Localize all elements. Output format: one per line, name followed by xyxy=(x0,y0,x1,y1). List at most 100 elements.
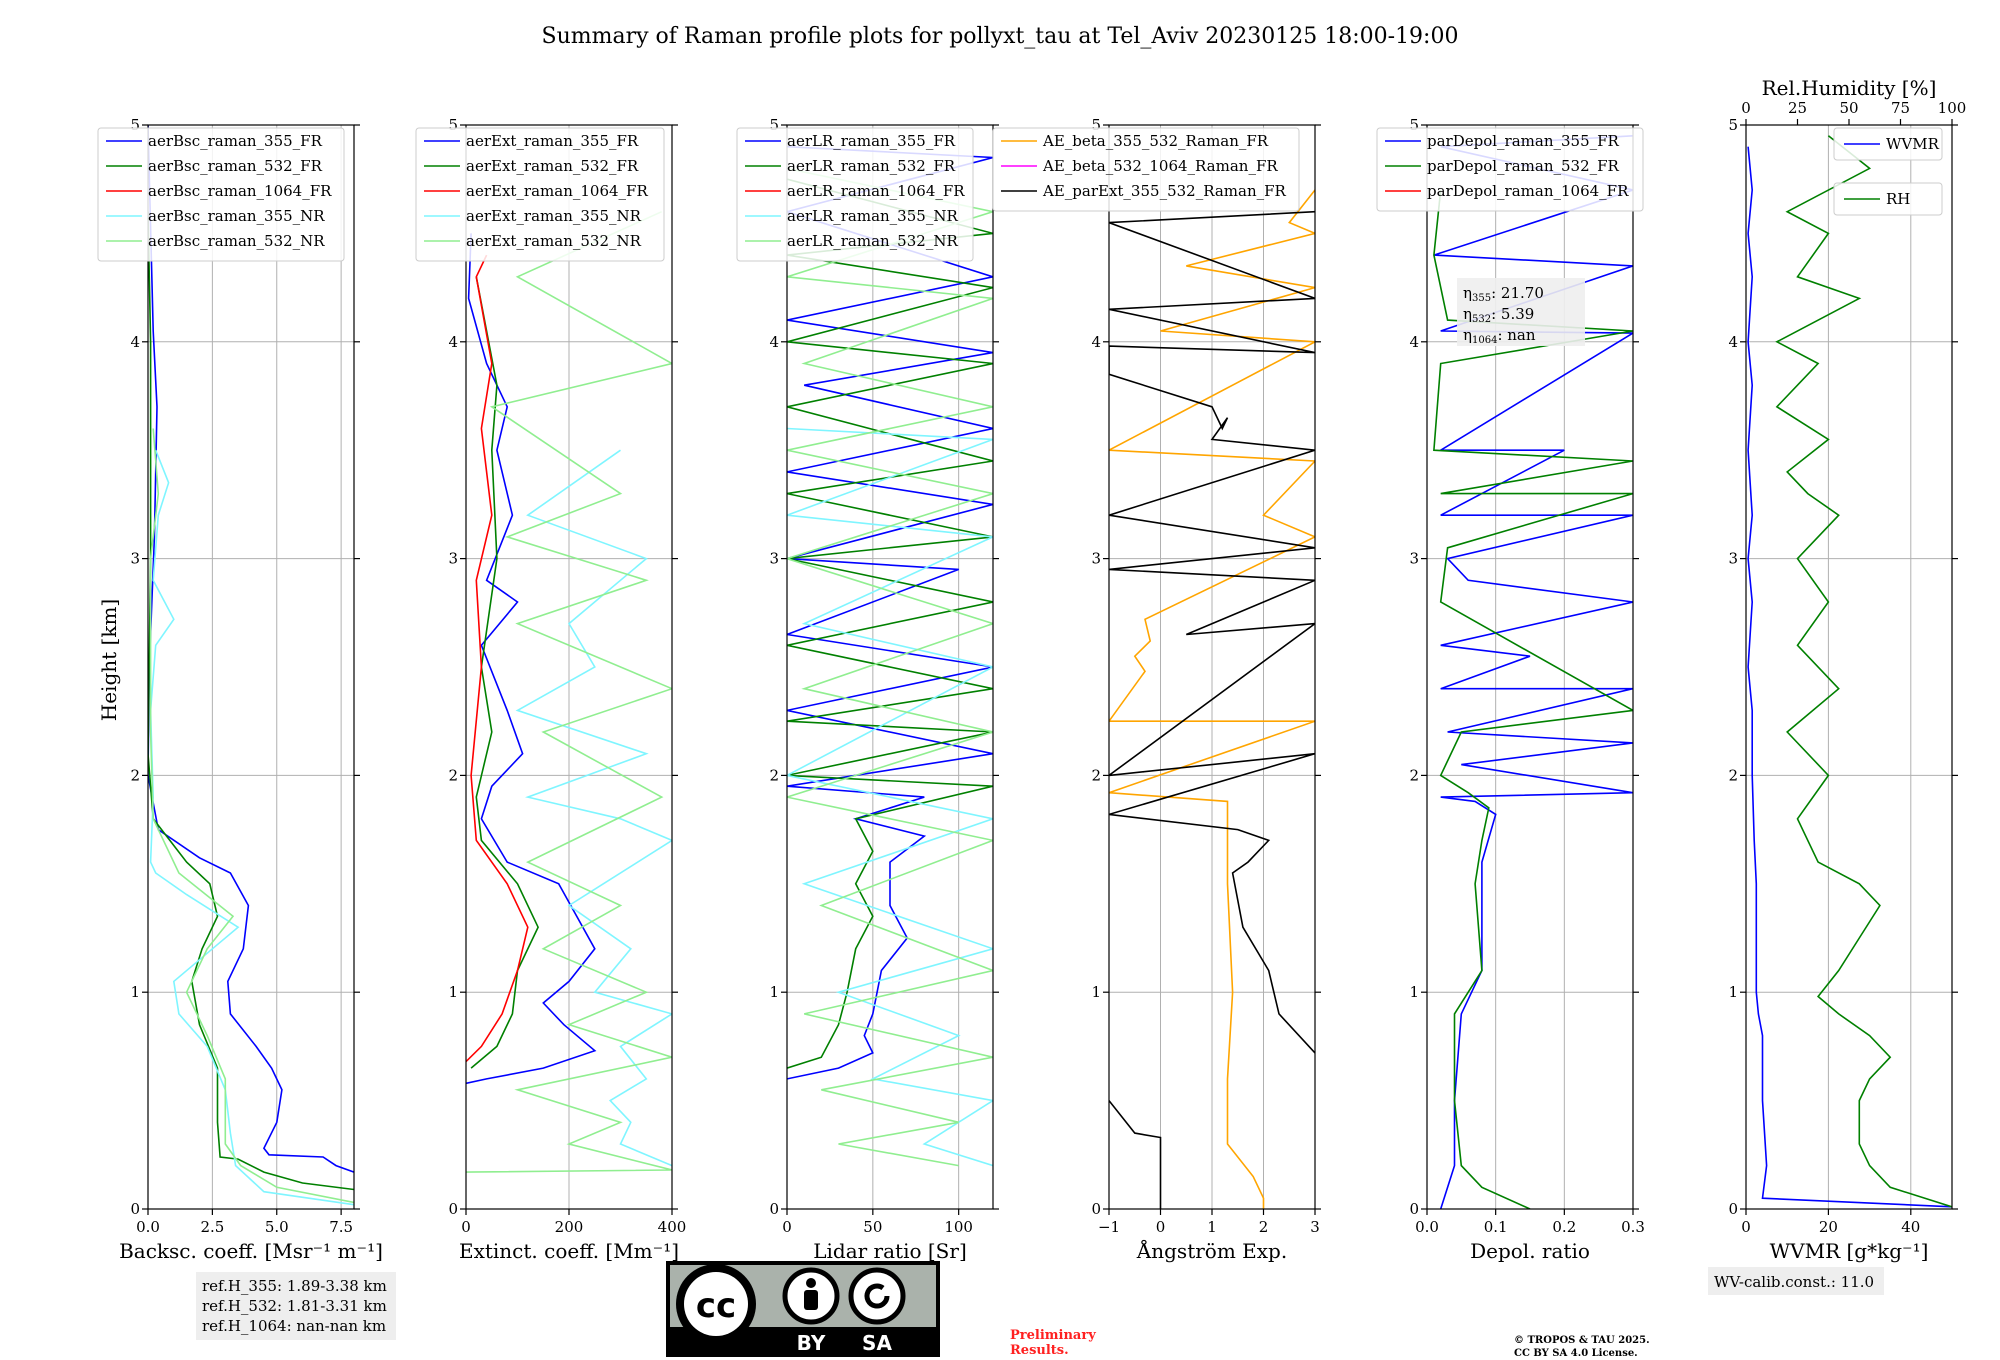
series-lines xyxy=(1747,135,1952,1208)
x-tick-label: 0 xyxy=(461,1218,471,1236)
y-tick-label: 5 xyxy=(130,116,140,134)
x-axis-label: Depol. ratio xyxy=(1470,1239,1590,1263)
wv-calib-text: WV-calib.const.: 11.0 xyxy=(1714,1273,1874,1291)
legend-box xyxy=(415,127,665,262)
y-tick-label: 5 xyxy=(769,116,779,134)
y-tick-label: 3 xyxy=(1409,550,1419,568)
legend-entry-aerExt_raman_355_NR: aerExt_raman_355_NR xyxy=(466,207,642,225)
x-tick-label: 0.0 xyxy=(1415,1218,1439,1236)
series-line-aerLR_raman_532_NR xyxy=(787,167,993,1167)
plot-frame xyxy=(1745,124,1953,1210)
series-line-RH xyxy=(1775,135,1952,1208)
y-tick-label: 1 xyxy=(1409,983,1419,1001)
panel-bsc: 0 1 2 3 4 5 0.0 2.5 5.0 7.5 Backsc. coeff. [Msr⁻¹ … xyxy=(97,116,383,1263)
series-line-WVMR xyxy=(1747,146,1952,1208)
y-tick-label: 0 xyxy=(1728,1200,1738,1218)
series-line-AE_beta_355_532_Raman_FR xyxy=(1109,189,1315,1209)
plot-frame xyxy=(786,124,994,1210)
y-tick-label: 2 xyxy=(1091,766,1101,784)
legend-entry-RH: RH xyxy=(1886,190,1910,208)
x-axis-label: Extinct. coeff. [Mm⁻¹] xyxy=(459,1239,679,1263)
series-line-aerExt_raman_532_NR xyxy=(466,210,672,1173)
series-line-aerExt_raman_532_FR xyxy=(470,276,539,1069)
legend-box xyxy=(736,127,974,262)
series-line-aerExt_raman_355_FR xyxy=(466,233,597,1085)
top-x-tick-label: 25 xyxy=(1788,99,1807,117)
preliminary-note: Preliminary Results. xyxy=(1010,1328,1096,1358)
y-tick-label: 2 xyxy=(1409,766,1419,784)
plot-frame xyxy=(1426,124,1634,1210)
x-tick-label: 400 xyxy=(658,1218,687,1236)
y-tick-label: 1 xyxy=(769,983,779,1001)
legend-entry-AE_beta_355_532_Raman_FR: AE_beta_355_532_Raman_FR xyxy=(1042,132,1269,150)
ref-height-box-bg xyxy=(196,1272,396,1340)
ref-height-box: ref.H_355: 1.89-3.38 km ref.H_532: 1.81-… xyxy=(196,1272,396,1340)
legend-entry-aerExt_raman_532_FR: aerExt_raman_532_FR xyxy=(466,157,639,175)
x-tick-label: 1 xyxy=(1207,1218,1217,1236)
y-tick-label: 2 xyxy=(1728,766,1738,784)
x-axis-label: Ångström Exp. xyxy=(1136,1238,1287,1263)
preliminary-line-1: Preliminary xyxy=(1010,1328,1096,1343)
eta-box xyxy=(1457,278,1585,346)
top-x-tick-label: 0 xyxy=(1741,99,1751,117)
copyright-line-1: © TROPOS & TAU 2025. xyxy=(1514,1335,1650,1346)
legend-entry-aerBsc_raman_532_FR: aerBsc_raman_532_FR xyxy=(148,157,323,175)
legend-entry-aerExt_raman_1064_FR: aerExt_raman_1064_FR xyxy=(466,182,648,200)
y-tick-label: 5 xyxy=(1091,116,1101,134)
cc-by-sa-badge: cc BY SA xyxy=(666,1261,940,1357)
y-tick-label: 4 xyxy=(130,333,140,351)
legend-entry-AE_parExt_355_532_Raman_FR: AE_parExt_355_532_Raman_FR xyxy=(1042,182,1287,200)
legend-box xyxy=(992,127,1300,212)
y-tick-label: 5 xyxy=(448,116,458,134)
y-tick-label: 0 xyxy=(1091,1200,1101,1218)
series-line-ae_low xyxy=(1109,1100,1162,1209)
y-tick-label: 3 xyxy=(1728,550,1738,568)
y-tick-label: 2 xyxy=(448,766,458,784)
x-tick-label: 200 xyxy=(555,1218,584,1236)
top-x-tick-label: 100 xyxy=(1938,99,1967,117)
legend-entry-aerExt_raman_532_NR: aerExt_raman_532_NR xyxy=(466,232,642,250)
plot-frame xyxy=(147,124,355,1210)
y-tick-label: 0 xyxy=(1409,1200,1419,1218)
x-axis-label: Backsc. coeff. [Msr⁻¹ m⁻¹] xyxy=(119,1239,383,1263)
y-tick-label: 2 xyxy=(769,766,779,784)
x-tick-label: 0.1 xyxy=(1484,1218,1508,1236)
legend-box xyxy=(97,127,345,262)
legend-box xyxy=(1833,127,1943,161)
x-tick-label: 5.0 xyxy=(265,1218,289,1236)
series-line-parDepol_raman_355_FR xyxy=(1433,135,1633,1209)
legend-entry-aerLR_raman_1064_FR: aerLR_raman_1064_FR xyxy=(787,182,965,200)
legend-entry-aerLR_raman_532_NR: aerLR_raman_532_NR xyxy=(787,232,958,250)
x-axis-label: WVMR [g*kg⁻¹] xyxy=(1770,1239,1929,1263)
panels-group: 0 1 2 3 4 5 0.0 2.5 5.0 7.5 Backsc. coeff. [Msr⁻¹ … xyxy=(97,76,1967,1295)
legend-entry-aerBsc_raman_1064_FR: aerBsc_raman_1064_FR xyxy=(148,182,332,200)
legend-entry-parDepol_raman_1064_FR: parDepol_raman_1064_FR xyxy=(1427,182,1629,200)
by-person-body xyxy=(804,1290,818,1310)
y-tick-label: 3 xyxy=(130,550,140,568)
legend-box xyxy=(1833,182,1943,216)
cc-logo-text: cc xyxy=(696,1286,736,1326)
sa-label: SA xyxy=(862,1331,892,1355)
series-lines xyxy=(1433,135,1633,1209)
legend-box xyxy=(1376,127,1644,212)
y-tick-label: 1 xyxy=(448,983,458,1001)
series-line-aerLR_raman_532_FR xyxy=(787,178,993,1069)
series-line-AE_parExt_355_532_Raman_FR xyxy=(1109,210,1315,1054)
legend-entry-aerLR_raman_355_NR: aerLR_raman_355_NR xyxy=(787,207,958,225)
x-tick-label: −1 xyxy=(1098,1218,1120,1236)
series-line-aerBsc_raman_355_FR xyxy=(148,125,354,1173)
y-tick-label: 4 xyxy=(1409,333,1419,351)
by-label: BY xyxy=(797,1331,826,1355)
x-tick-label: 20 xyxy=(1819,1218,1838,1236)
x-tick-label: 0.2 xyxy=(1552,1218,1576,1236)
series-line-aerBsc_raman_355_NR xyxy=(149,449,354,1206)
y-tick-label: 4 xyxy=(769,333,779,351)
x-tick-label: 40 xyxy=(1901,1218,1920,1236)
series-lines xyxy=(466,210,672,1173)
copyright-line-2: CC BY SA 4.0 License. xyxy=(1514,1348,1638,1359)
legend-entry-aerBsc_raman_355_NR: aerBsc_raman_355_NR xyxy=(148,207,325,225)
legend-entry-WVMR: WVMR xyxy=(1886,135,1940,153)
y-tick-label: 3 xyxy=(448,550,458,568)
sa-share-arc xyxy=(864,1283,890,1309)
